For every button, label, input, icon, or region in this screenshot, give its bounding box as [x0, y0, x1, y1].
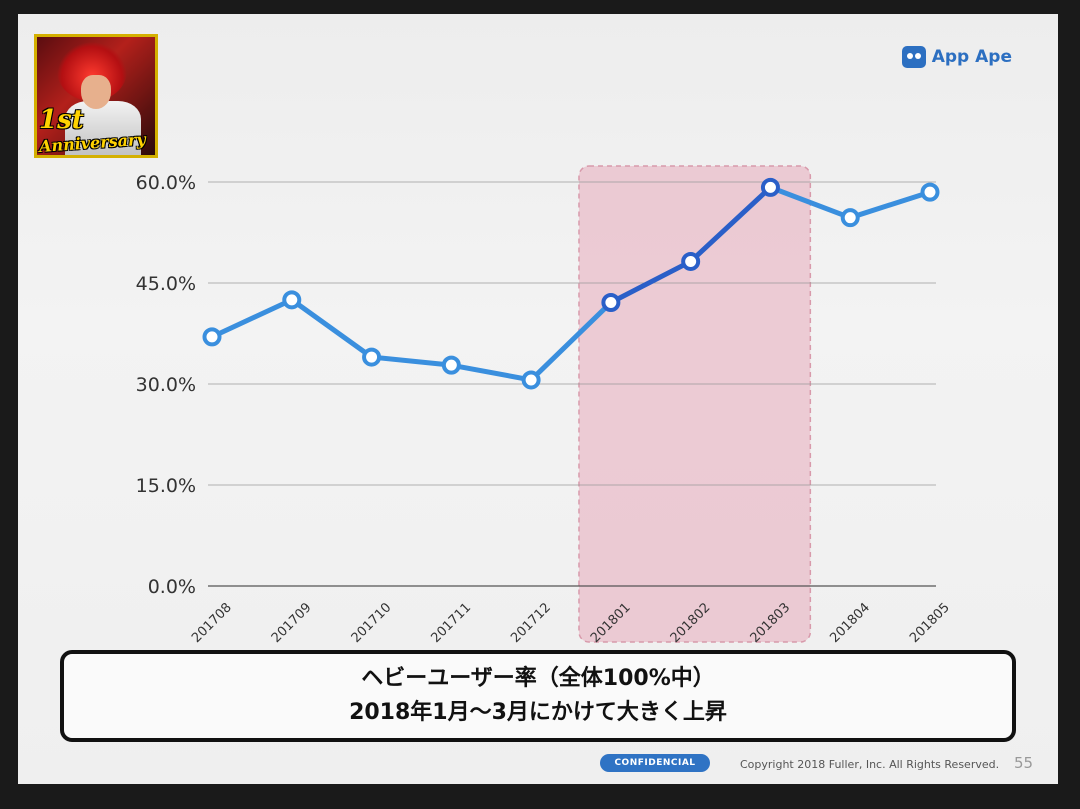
caption-line2: 2018年1月〜3月にかけて大きく上昇 [349, 700, 727, 725]
data-point [362, 347, 382, 367]
series-line-segment [688, 184, 773, 264]
x-tick-label: 201804 [827, 600, 873, 646]
x-tick-label: 201712 [508, 600, 554, 646]
data-point [521, 370, 541, 390]
confidential-badge: CONFIDENCIAL [600, 754, 710, 772]
caption-box: ヘビーユーザー率（全体100%中） 2018年1月〜3月にかけて大きく上昇 [60, 650, 1016, 742]
copyright-text: Copyright 2018 Fuller, Inc. All Rights R… [740, 758, 1000, 771]
y-tick-label: 0.0% [148, 576, 196, 598]
data-point [840, 208, 860, 228]
data-point [282, 290, 302, 310]
series-line-segment [847, 189, 933, 221]
series-line-segment [209, 297, 295, 340]
y-tick-label: 30.0% [136, 374, 196, 396]
brand-name: App Ape [931, 47, 1012, 67]
data-point [920, 182, 940, 202]
slide: 1st Anniversary App Ape 0.0% 15.0% 30.0% 45… [18, 14, 1058, 784]
y-tick-label: 60.0% [136, 172, 196, 194]
x-tick-label: 201711 [428, 600, 474, 646]
data-point [601, 293, 621, 313]
brand-logo: App Ape [901, 42, 1012, 72]
data-point [202, 327, 222, 347]
x-tick-label: 201709 [269, 600, 315, 646]
x-tick-label: 201710 [349, 600, 395, 646]
character-coat [65, 101, 141, 155]
series-line-segment [369, 354, 454, 368]
series-line-segment [608, 258, 694, 306]
highlight-region [578, 165, 812, 643]
character-face [81, 75, 111, 109]
y-tick-label: 15.0% [136, 475, 196, 497]
x-tick-label: 201708 [189, 600, 235, 646]
data-point [760, 177, 780, 197]
caption-line1: ヘビーユーザー率（全体100%中） [361, 665, 715, 691]
series-line-segment [767, 184, 853, 221]
y-tick-label: 45.0% [136, 273, 196, 295]
page-number: 55 [1014, 754, 1034, 772]
anniversary-logo-line1: 1st [39, 105, 84, 135]
data-point [681, 251, 701, 271]
x-tick-label: 201805 [907, 600, 953, 646]
app-ape-icon [901, 46, 926, 68]
heavy-user-rate-chart: 0.0% 15.0% 30.0% 45.0% 60.0% 201708 201709 201… [136, 165, 953, 646]
app-icon: 1st Anniversary [34, 34, 158, 158]
data-point [441, 355, 461, 375]
anniversary-logo: 1st Anniversary [38, 105, 155, 155]
series-line-segment [528, 300, 614, 383]
series-line-segment [289, 297, 375, 360]
series-line-segment [448, 362, 534, 383]
